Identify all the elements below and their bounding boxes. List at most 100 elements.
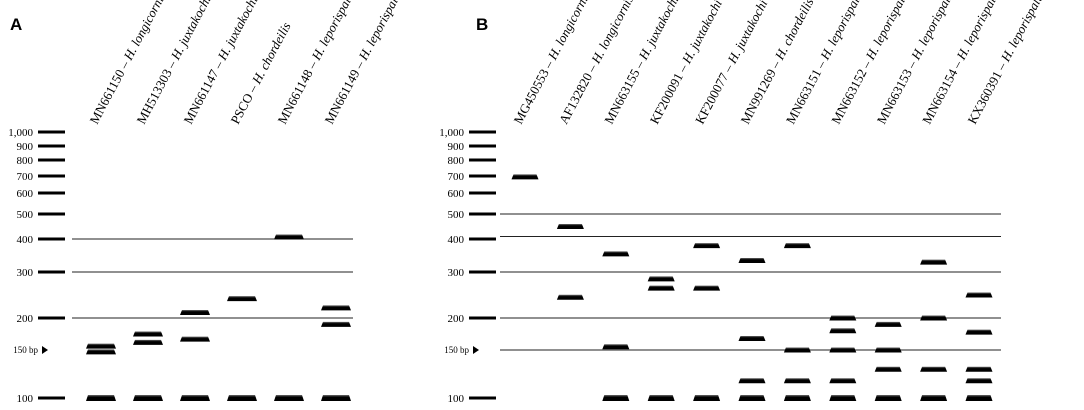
gel-band <box>783 243 811 249</box>
gel-band <box>920 315 948 321</box>
gel-band <box>829 328 857 334</box>
ladder-band <box>38 174 65 178</box>
ladder-band <box>469 237 496 241</box>
gel-band <box>274 234 304 240</box>
lane-3: MN663155 – H. juxtakochi <box>601 0 682 401</box>
lane-accession: MN663152 – <box>828 55 875 126</box>
ladder-band <box>469 396 496 400</box>
ladder-label: 400 <box>448 234 465 246</box>
ladder-label: 800 <box>17 155 34 167</box>
lane-accession: MN663154 – <box>919 55 966 126</box>
gel-band <box>321 305 351 311</box>
gel-band <box>180 336 210 342</box>
lane-accession: MN661150 – <box>86 55 133 126</box>
gel-band <box>738 257 766 263</box>
ladder-label: 500 <box>448 209 465 221</box>
lane-species: H. leporispalustris <box>997 0 1056 65</box>
gel-band <box>180 395 210 401</box>
lane-label: MG450553 – H. longicornis <box>510 0 593 126</box>
ladder-label: 100 <box>17 393 34 405</box>
ladder-band <box>469 144 496 148</box>
ladder-band <box>469 316 496 320</box>
panel-letter: A <box>10 15 22 34</box>
gel-band <box>227 296 257 302</box>
lane-species: H. leporispalustris <box>355 0 414 63</box>
lane-accession: AF132820 – <box>556 59 601 127</box>
ladder-label: 600 <box>17 188 34 200</box>
lane-accession: MN663153 – <box>874 55 921 126</box>
ladder-label: 100 <box>448 393 465 405</box>
lane-species: H. longicornis <box>544 0 593 63</box>
gel-band <box>783 378 811 384</box>
lane-accession: MN661149 – <box>321 55 368 126</box>
gel-band <box>738 335 766 341</box>
gel-band <box>86 395 116 401</box>
lane-species: H. chordeilis <box>771 0 816 63</box>
lane-11: KX360391 – H. leporispalustris <box>964 0 1057 401</box>
gel-band <box>874 347 902 353</box>
gel-band <box>693 243 721 249</box>
lane-species: H. juxtakochi <box>635 0 682 63</box>
gel-band <box>86 349 116 355</box>
ladder-band <box>38 270 65 274</box>
gel-band <box>647 395 675 401</box>
gel-band <box>738 395 766 401</box>
gel-band <box>874 366 902 372</box>
ladder-band <box>38 191 65 195</box>
lane-species: H. juxtakochi <box>678 0 725 67</box>
gel-band <box>829 347 857 353</box>
lane-species: H. juxtakochi <box>724 0 771 67</box>
gel-band <box>180 309 210 315</box>
lane-accession: KF200077 – <box>692 59 737 127</box>
ladder-label: 300 <box>17 267 34 279</box>
lane-species: H. longicornis <box>588 0 637 67</box>
ladder-band <box>469 130 496 134</box>
gel-band <box>965 292 993 298</box>
ladder-band <box>469 212 496 216</box>
gel-band <box>965 395 993 401</box>
lane-species: H. juxtakochi <box>214 0 261 63</box>
gel-band <box>874 321 902 327</box>
lane-accession: MN663151 – <box>783 55 830 126</box>
lane-accession: KF200091 – <box>647 59 692 127</box>
ladder-label: 400 <box>17 234 34 246</box>
ladder-band <box>469 158 496 162</box>
lane-species: H. juxtakochi <box>167 0 214 63</box>
ladder-label: 300 <box>448 267 465 279</box>
gel-band <box>965 378 993 384</box>
gel-band <box>556 294 584 300</box>
ladder-label: 700 <box>17 171 34 183</box>
gel-band <box>321 321 351 327</box>
gel-band <box>86 343 116 349</box>
lane-accession: MN661147 – <box>180 55 227 126</box>
gel-band <box>829 395 857 401</box>
gel-band <box>133 331 163 337</box>
lane-accession: MG450553 – <box>510 55 557 126</box>
lane-3: MN661147 – H. juxtakochi <box>180 0 261 401</box>
gel-band <box>693 285 721 291</box>
marker-arrow-icon <box>42 346 48 354</box>
gel-band <box>738 378 766 384</box>
gel-band <box>920 366 948 372</box>
panel-a: A 1,000 900 800 700 600 500 400 300 200 150 bp 100 M… <box>8 0 414 405</box>
ladder-band <box>38 158 65 162</box>
gel-band <box>874 395 902 401</box>
panel-b: B 1,000 900 800 700 600 500 400 300 200 150 bp 100 M… <box>439 0 1056 405</box>
lane-4: PSCO – H. chordeilis <box>227 20 294 401</box>
gel-band <box>647 276 675 282</box>
lane-accession: PSCO – <box>227 79 262 126</box>
gel-band <box>965 366 993 372</box>
lane-accession: MN663155 – <box>601 55 648 126</box>
gel-band <box>133 339 163 345</box>
gel-band <box>783 347 811 353</box>
lane-accession: MN661148 – <box>274 55 321 126</box>
gel-band <box>693 395 721 401</box>
ladder-label: 200 <box>17 313 34 325</box>
gel-band <box>602 395 630 401</box>
ladder-band <box>38 396 65 400</box>
ladder-band <box>38 130 65 134</box>
gel-band <box>829 315 857 321</box>
gel-band <box>920 395 948 401</box>
ladder-label: 150 bp <box>444 345 469 355</box>
ladder-band <box>38 144 65 148</box>
